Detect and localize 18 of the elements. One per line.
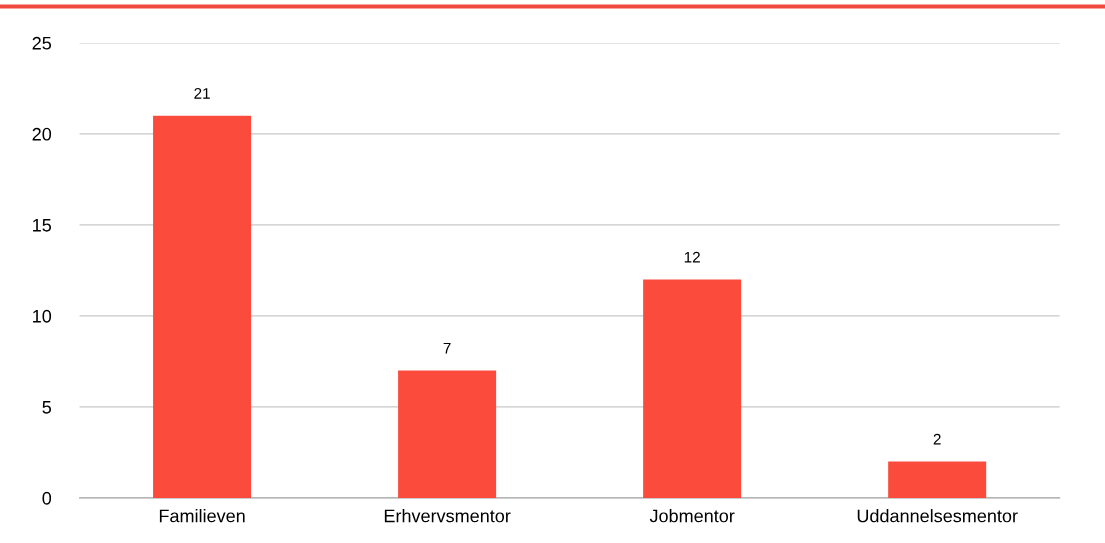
y-tick-label: 15 <box>33 219 52 232</box>
data-label: 21 <box>194 87 210 99</box>
y-tick-label: 25 <box>32 36 52 50</box>
x-tick-label: Erhvervsmentor <box>384 509 511 523</box>
y-tick-label: 5 <box>42 401 52 414</box>
bar <box>643 279 742 498</box>
bar <box>398 370 497 498</box>
bar <box>888 461 987 498</box>
y-tick-label: 0 <box>42 491 52 505</box>
data-label: 12 <box>684 251 700 263</box>
data-label: 7 <box>443 342 451 354</box>
y-tick-label: 20 <box>32 127 52 141</box>
x-tick-label: Familieven <box>159 509 245 523</box>
data-label: 2 <box>933 433 941 445</box>
x-tick-label: Jobmentor <box>649 509 735 523</box>
x-tick-label: Uddannelsesmentor <box>857 509 1018 523</box>
bar <box>153 115 252 498</box>
y-tick-label: 10 <box>33 309 52 323</box>
